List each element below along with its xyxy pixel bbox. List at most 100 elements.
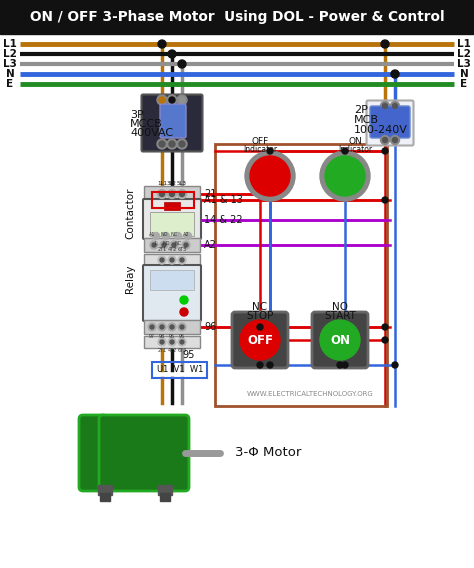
Circle shape <box>179 97 185 103</box>
Circle shape <box>170 258 174 262</box>
Circle shape <box>167 95 177 105</box>
Text: NO: NO <box>162 241 170 246</box>
Text: 3P: 3P <box>130 110 144 120</box>
Circle shape <box>159 191 164 197</box>
Circle shape <box>257 324 263 330</box>
Circle shape <box>381 102 390 111</box>
Text: 21: 21 <box>204 189 216 199</box>
Circle shape <box>320 151 370 201</box>
Bar <box>98 485 112 495</box>
Circle shape <box>182 241 190 249</box>
Text: Relay: Relay <box>125 265 135 293</box>
Text: L: L <box>155 241 157 246</box>
Bar <box>150 212 194 236</box>
Circle shape <box>167 190 176 198</box>
Text: 1L1: 1L1 <box>157 181 167 186</box>
Circle shape <box>168 323 176 331</box>
Circle shape <box>170 191 174 197</box>
Circle shape <box>178 338 186 346</box>
Bar <box>150 270 194 290</box>
Circle shape <box>342 362 348 368</box>
Circle shape <box>170 325 174 329</box>
Text: NC: NC <box>174 241 182 246</box>
Text: N: N <box>460 69 468 79</box>
Text: 400VAC: 400VAC <box>130 128 173 138</box>
Text: 4T2: 4T2 <box>167 348 177 353</box>
Circle shape <box>184 232 191 240</box>
Text: OFF: OFF <box>247 333 273 346</box>
Circle shape <box>150 325 154 329</box>
Circle shape <box>257 362 263 368</box>
Text: WWW.ELECTRICALTECHNOLOGY.ORG: WWW.ELECTRICALTECHNOLOGY.ORG <box>246 391 374 397</box>
Text: E: E <box>460 79 467 89</box>
FancyBboxPatch shape <box>142 94 202 152</box>
FancyBboxPatch shape <box>232 312 288 368</box>
Text: 3L2: 3L2 <box>167 181 177 186</box>
Bar <box>158 485 172 495</box>
Circle shape <box>169 97 175 103</box>
Text: 96: 96 <box>204 322 216 332</box>
Text: STOP: STOP <box>246 311 273 321</box>
Text: 98: 98 <box>159 334 165 339</box>
Text: A2: A2 <box>204 240 217 250</box>
Text: 3-Φ Motor: 3-Φ Motor <box>235 446 301 460</box>
Circle shape <box>383 137 388 143</box>
Text: N: N <box>6 69 14 79</box>
Text: NO: NO <box>332 302 348 312</box>
Bar <box>144 186 200 200</box>
Circle shape <box>178 60 186 68</box>
Circle shape <box>325 156 365 196</box>
Text: NC: NC <box>171 232 178 237</box>
Text: 95: 95 <box>169 334 175 339</box>
Circle shape <box>391 102 400 111</box>
FancyBboxPatch shape <box>99 415 189 491</box>
Text: START: START <box>324 311 356 321</box>
Bar <box>144 320 200 334</box>
Text: L3: L3 <box>3 59 17 69</box>
Text: Indicator: Indicator <box>338 145 372 154</box>
Circle shape <box>177 139 187 149</box>
Circle shape <box>150 241 158 249</box>
Circle shape <box>170 340 174 344</box>
Circle shape <box>180 325 184 329</box>
Circle shape <box>177 190 186 198</box>
Circle shape <box>391 70 399 78</box>
Circle shape <box>178 256 186 264</box>
Text: 6T3: 6T3 <box>177 348 187 353</box>
Circle shape <box>152 243 156 247</box>
Circle shape <box>157 95 167 105</box>
Text: 2T1: 2T1 <box>157 348 167 353</box>
Text: L1: L1 <box>457 39 471 49</box>
Circle shape <box>153 232 159 240</box>
Text: ON: ON <box>348 137 362 146</box>
Circle shape <box>159 97 165 103</box>
Circle shape <box>168 338 176 346</box>
Text: L1: L1 <box>3 39 17 49</box>
Text: L2: L2 <box>3 49 17 59</box>
FancyBboxPatch shape <box>312 312 368 368</box>
Circle shape <box>180 258 184 262</box>
Circle shape <box>170 241 178 249</box>
Text: 4T2: 4T2 <box>167 247 177 252</box>
Circle shape <box>391 136 400 144</box>
Circle shape <box>168 50 176 58</box>
Text: Indicator: Indicator <box>243 145 277 154</box>
Circle shape <box>392 362 398 368</box>
Text: 5L3: 5L3 <box>177 181 187 186</box>
Text: 6T3: 6T3 <box>177 247 187 252</box>
Bar <box>164 202 180 210</box>
Bar <box>100 493 110 501</box>
Circle shape <box>240 320 280 360</box>
Circle shape <box>160 241 168 249</box>
Circle shape <box>159 141 165 147</box>
Circle shape <box>381 40 389 48</box>
Text: L3: L3 <box>457 59 471 69</box>
Text: A1: A1 <box>149 232 155 237</box>
Bar <box>152 192 194 208</box>
FancyBboxPatch shape <box>370 106 410 138</box>
Circle shape <box>381 136 390 144</box>
Text: MCB: MCB <box>354 115 379 125</box>
Text: 14 & 22: 14 & 22 <box>204 215 243 225</box>
FancyBboxPatch shape <box>79 415 107 491</box>
Text: ON / OFF 3-Phase Motor  Using DOL - Power & Control: ON / OFF 3-Phase Motor Using DOL - Power… <box>30 10 444 24</box>
